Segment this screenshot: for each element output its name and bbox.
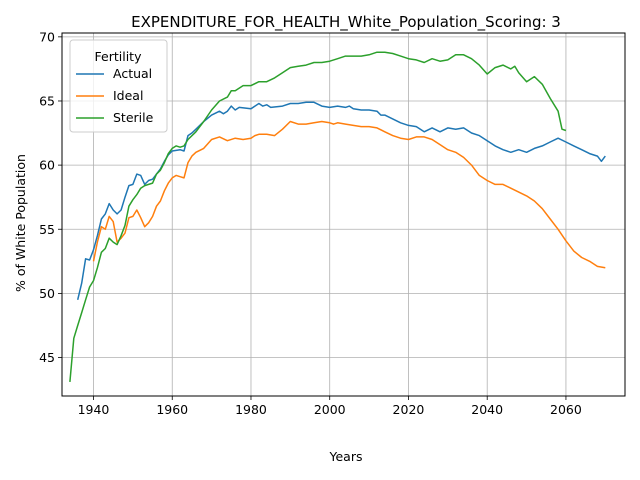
y-tick-label: 60 xyxy=(39,158,55,173)
x-tick-label: 1940 xyxy=(78,402,110,417)
x-tick-label: 2060 xyxy=(550,402,582,417)
x-tick-label: 1960 xyxy=(156,402,188,417)
y-tick-label: 50 xyxy=(39,286,55,301)
legend-title: Fertility xyxy=(95,49,143,64)
y-tick-label: 65 xyxy=(39,93,55,108)
y-axis-title: % of White Population xyxy=(13,154,28,292)
y-tick-label: 70 xyxy=(39,29,55,44)
legend: Fertility Actual Ideal Sterile xyxy=(69,39,168,133)
series-line-sterile xyxy=(69,51,567,382)
x-tick-label: 2040 xyxy=(471,402,503,417)
y-tick-label: 55 xyxy=(39,222,55,237)
plot-area-frame xyxy=(61,32,626,397)
axis-ticks: 1940 1960 1980 2000 2020 2040 2060 45 50 55 60 65 70 xyxy=(39,29,582,417)
legend-entries: Actual Ideal Sterile xyxy=(76,66,154,125)
x-tick-label: 1980 xyxy=(235,402,267,417)
legend-label-actual: Actual xyxy=(113,66,152,81)
x-axis-title: Years xyxy=(329,449,363,464)
grid-lines xyxy=(62,33,625,396)
series-line-actual xyxy=(76,101,606,300)
x-tick-label: 2020 xyxy=(393,402,425,417)
series-lines xyxy=(69,51,606,382)
chart-title: EXPENDITURE_FOR_HEALTH_White_Population_… xyxy=(131,13,561,32)
x-tick-label: 2000 xyxy=(314,402,346,417)
series-line-ideal xyxy=(92,120,606,269)
legend-label-sterile: Sterile xyxy=(113,110,154,125)
y-tick-label: 45 xyxy=(39,350,55,365)
legend-frame xyxy=(69,39,168,133)
legend-label-ideal: Ideal xyxy=(113,88,143,103)
